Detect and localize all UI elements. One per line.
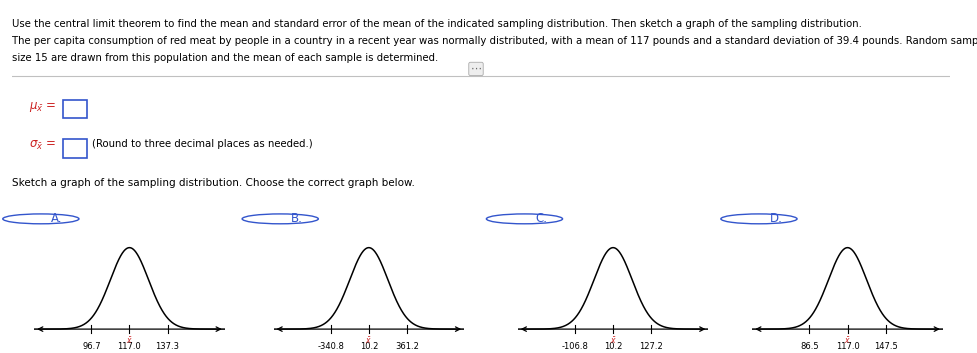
Text: $\mu_{\bar{x}}$ =: $\mu_{\bar{x}}$ =	[28, 100, 56, 114]
Text: (Round to three decimal places as needed.): (Round to three decimal places as needed…	[93, 139, 314, 149]
Text: The per capita consumption of red meat by people in a country in a recent year w: The per capita consumption of red meat b…	[12, 36, 977, 46]
Text: size 15 are drawn from this population and the mean of each sample is determined: size 15 are drawn from this population a…	[12, 53, 438, 64]
Text: ⋯: ⋯	[471, 64, 482, 74]
Text: Sketch a graph of the sampling distribution. Choose the correct graph below.: Sketch a graph of the sampling distribut…	[12, 178, 414, 189]
FancyBboxPatch shape	[64, 100, 87, 119]
Text: $\bar{x}$: $\bar{x}$	[126, 336, 133, 346]
FancyBboxPatch shape	[64, 139, 87, 158]
Text: D.: D.	[770, 213, 783, 225]
Text: B.: B.	[291, 213, 303, 225]
Text: $\bar{x}$: $\bar{x}$	[610, 336, 616, 346]
Text: $\sigma_{\bar{x}}$ =: $\sigma_{\bar{x}}$ =	[28, 139, 56, 152]
Text: Use the central limit theorem to find the mean and standard error of the mean of: Use the central limit theorem to find th…	[12, 19, 862, 29]
Text: C.: C.	[535, 213, 547, 225]
Text: $\bar{x}$: $\bar{x}$	[844, 336, 851, 346]
Text: A.: A.	[52, 213, 63, 225]
Text: $\bar{x}$: $\bar{x}$	[365, 336, 372, 346]
